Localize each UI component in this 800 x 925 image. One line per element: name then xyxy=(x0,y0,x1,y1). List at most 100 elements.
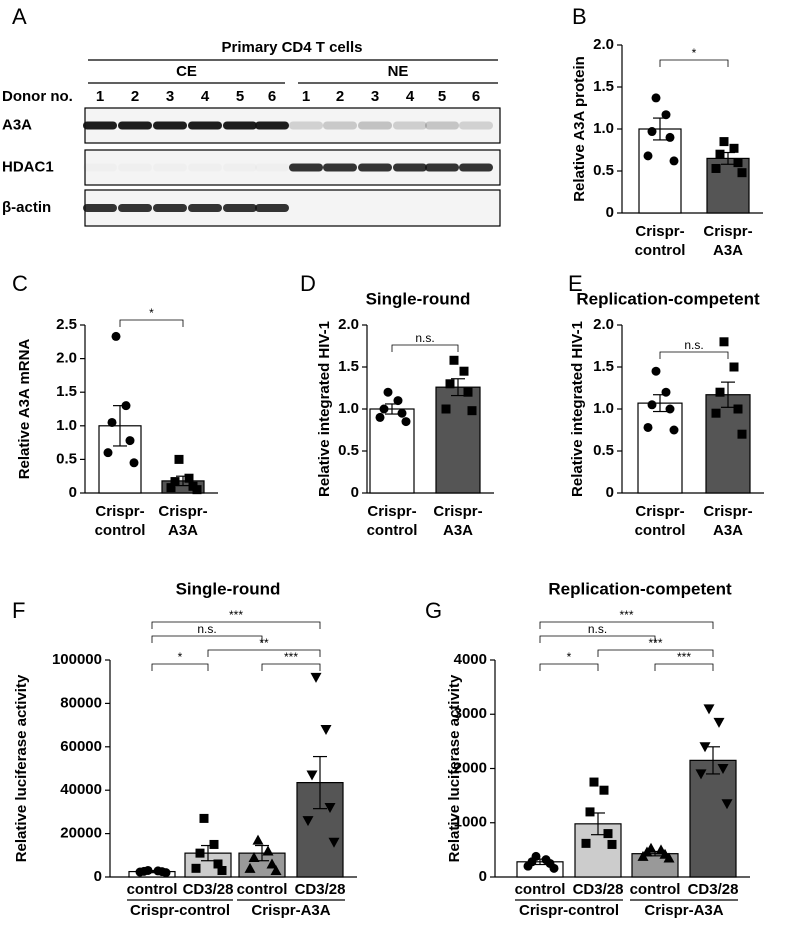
blot-band xyxy=(393,121,427,130)
donor-label: 2 xyxy=(336,88,344,105)
blot-band xyxy=(223,164,257,172)
chart-title: Replication-competent xyxy=(576,289,760,308)
data-point xyxy=(711,163,721,173)
x-tick-label: control xyxy=(635,242,686,259)
data-point xyxy=(375,412,385,422)
data-point xyxy=(599,785,609,795)
blot-band xyxy=(118,121,152,130)
x-tick-label: Crispr- xyxy=(635,223,684,240)
blot-band xyxy=(425,163,459,172)
x-tick-label: control xyxy=(127,881,178,898)
y-tick-label: 0.5 xyxy=(338,442,359,459)
data-point xyxy=(103,448,113,458)
blot-band xyxy=(393,163,427,172)
data-point xyxy=(270,864,282,875)
chart-title: Single-round xyxy=(366,289,471,308)
group-label: Crispr-control xyxy=(519,902,619,919)
significance-label: n.s. xyxy=(415,331,434,345)
significance-label: *** xyxy=(619,608,633,622)
y-tick-label: 40000 xyxy=(60,781,102,798)
y-tick-label: 2.0 xyxy=(593,316,614,333)
data-point xyxy=(393,396,403,406)
x-tick-label: A3A xyxy=(443,522,473,539)
bar xyxy=(638,128,682,214)
data-point xyxy=(195,848,205,858)
data-point xyxy=(252,834,264,845)
data-point xyxy=(637,850,649,861)
blot-band xyxy=(289,163,323,172)
significance-label: *** xyxy=(229,608,243,622)
data-point xyxy=(192,485,202,495)
data-point xyxy=(199,813,209,823)
x-tick-label: Crispr- xyxy=(635,503,684,520)
donor-label: 4 xyxy=(406,88,415,105)
significance-label: n.s. xyxy=(588,622,607,636)
data-point xyxy=(733,158,743,168)
data-point xyxy=(184,473,194,483)
x-tick-label: CD3/28 xyxy=(573,881,624,898)
x-tick-label: A3A xyxy=(713,522,743,539)
y-tick-label: 0.5 xyxy=(593,162,614,179)
x-tick-label: control xyxy=(630,881,681,898)
blot-band xyxy=(323,121,357,130)
donor-label: 6 xyxy=(268,88,276,105)
data-point xyxy=(129,458,139,468)
blot-band xyxy=(188,204,222,212)
data-point xyxy=(310,672,322,683)
significance-label: n.s. xyxy=(684,338,703,352)
condition-label: CE xyxy=(176,63,197,80)
data-point xyxy=(306,770,318,781)
y-tick-label: 2.0 xyxy=(56,350,77,367)
significance-bracket xyxy=(207,649,321,657)
panel-letter: G xyxy=(425,598,442,623)
significance-bracket xyxy=(151,663,209,671)
x-tick-label: Crispr- xyxy=(367,503,416,520)
data-point xyxy=(643,422,653,432)
significance-bracket xyxy=(539,635,656,643)
data-point xyxy=(135,867,145,877)
group-label: Crispr-control xyxy=(130,902,230,919)
group-label: Crispr-A3A xyxy=(644,902,723,919)
y-tick-label: 1.5 xyxy=(593,78,614,95)
blot-band xyxy=(153,121,187,130)
y-axis-label: Relative A3A mRNA xyxy=(16,339,33,480)
x-tick-label: control xyxy=(95,522,146,539)
data-point xyxy=(737,168,747,178)
data-point xyxy=(603,829,613,839)
x-tick-label: Crispr- xyxy=(95,503,144,520)
donor-label: 3 xyxy=(371,88,379,105)
x-tick-label: CD3/28 xyxy=(295,881,346,898)
panel-letter: D xyxy=(300,271,316,296)
data-point xyxy=(459,366,469,376)
y-tick-label: 80000 xyxy=(60,694,102,711)
data-point xyxy=(651,93,661,103)
data-point xyxy=(607,839,617,849)
panel-letter: C xyxy=(12,271,28,296)
y-tick-label: 1.0 xyxy=(593,120,614,137)
x-tick-label: CD3/28 xyxy=(688,881,739,898)
significance-bracket xyxy=(539,663,599,671)
x-tick-label: control xyxy=(367,522,418,539)
data-point xyxy=(703,704,715,715)
significance-label: *** xyxy=(648,636,662,650)
chart-title: Replication-competent xyxy=(548,579,732,598)
blot-band xyxy=(425,121,459,130)
donor-label: 3 xyxy=(166,88,174,105)
y-tick-label: 0 xyxy=(351,484,359,501)
blot-band xyxy=(358,163,392,172)
significance-bracket xyxy=(151,621,321,629)
y-tick-label: 60000 xyxy=(60,738,102,755)
data-point xyxy=(589,777,599,787)
y-tick-label: 2.5 xyxy=(56,316,77,333)
blot-band xyxy=(118,164,152,172)
data-point xyxy=(699,742,711,753)
data-point xyxy=(729,362,739,372)
significance-label: * xyxy=(149,306,154,320)
significance-label: *** xyxy=(284,650,298,664)
blot-band xyxy=(153,164,187,172)
significance-label: * xyxy=(692,46,697,60)
significance-bracket xyxy=(654,663,714,671)
data-point xyxy=(445,379,455,389)
donor-row-label: Donor no. xyxy=(2,88,73,105)
blot-band xyxy=(223,121,257,130)
